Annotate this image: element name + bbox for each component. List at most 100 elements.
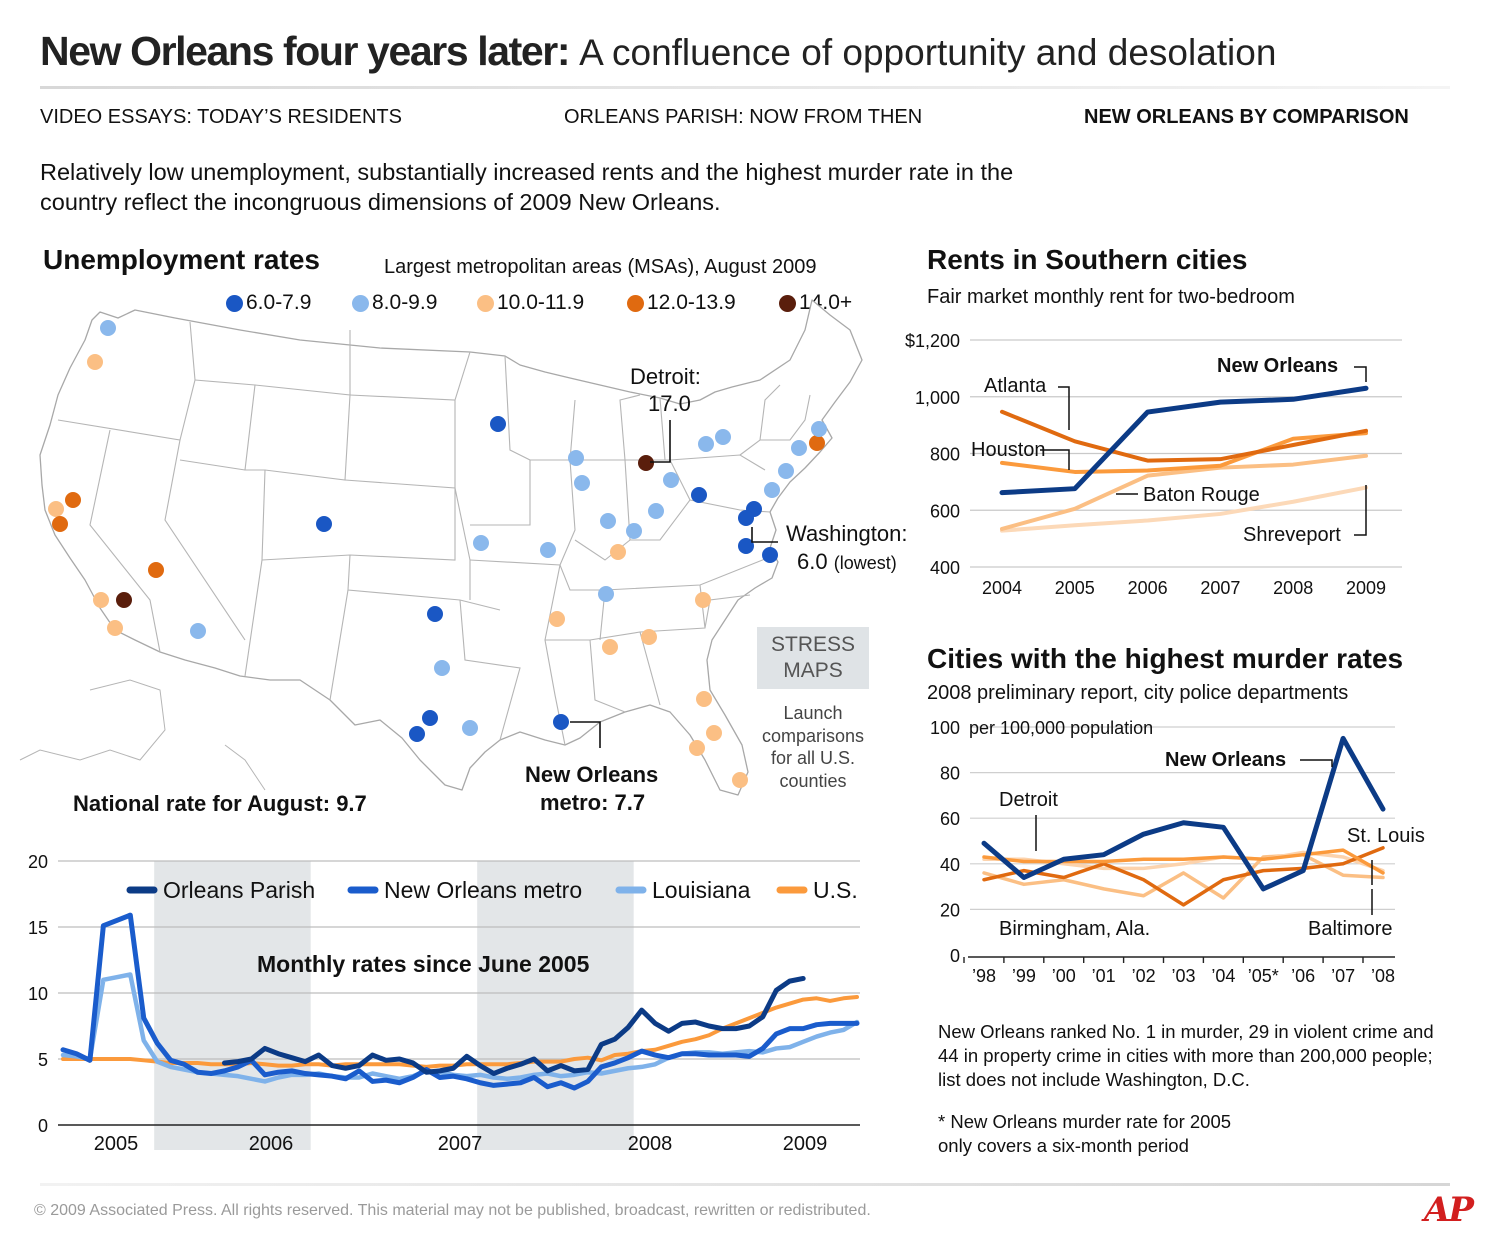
monthly-xtick: 2009 (783, 1133, 828, 1155)
murder-series-detroit (982, 848, 1385, 875)
monthly-legend-label: New Orleans metro (384, 877, 582, 903)
rents-xtick: 2006 (1128, 578, 1168, 598)
murder-xtick: ’05* (1248, 966, 1279, 986)
rents-lines (999, 385, 1369, 533)
map-marker (791, 440, 807, 456)
tab-orleans-parish[interactable]: ORLEANS PARISH: NOW FROM THEN (564, 106, 923, 128)
murder-ytick: 40 (940, 855, 960, 875)
detroit-label: Detroit: (630, 364, 701, 389)
tab-new-orleans-by-comparison[interactable]: NEW ORLEANS BY COMPARISON (1084, 106, 1409, 128)
map-markers (48, 320, 827, 788)
new-orleans-map-value: metro: 7.7 (540, 790, 646, 815)
murder-xtick: ’00 (1052, 966, 1076, 986)
monthly-xtick: 2008 (628, 1133, 673, 1155)
murder-note: New Orleans ranked No. 1 in murder, 29 i… (938, 1021, 1434, 1090)
map-marker (462, 720, 478, 736)
rents-series-new-orleans (999, 385, 1369, 496)
monthly-legend: Orleans Parish New Orleans metro Louisiana… (126, 877, 858, 903)
washington-label: Washington: (786, 521, 908, 546)
monthly-series-new-orleans-metro (60, 912, 860, 1091)
map-marker (490, 416, 506, 432)
map-marker (764, 482, 780, 498)
murder-callouts (1035, 759, 1373, 915)
intro-text: Relatively low unemployment, substantial… (40, 159, 1014, 215)
copyright: © 2009 Associated Press. All rights rese… (34, 1202, 871, 1219)
ap-logo: AP (1424, 1190, 1474, 1230)
murder-lines (981, 735, 1386, 907)
monthly-grid (58, 860, 860, 1126)
map-marker (148, 562, 164, 578)
map-marker (602, 639, 618, 655)
title-bold-text: New Orleans four years later: (40, 28, 570, 74)
map-marker (706, 725, 722, 741)
murder-unit: per 100,000 population (969, 718, 1154, 738)
rents-series-houston (1000, 431, 1368, 474)
legend-dot-icon (352, 294, 369, 312)
rents-xtick: 2005 (1055, 578, 1095, 598)
monthly-shaded-years (154, 861, 634, 1150)
map-marker (540, 542, 556, 558)
rents-label-baton-rouge: Baton Rouge (1143, 484, 1260, 506)
legend-band-10: 10.0-11.9 (477, 291, 584, 315)
map-marker (696, 691, 712, 707)
rents-series-atlanta (1000, 409, 1368, 463)
rents-grid (970, 339, 1402, 568)
murder-ytick: 80 (940, 764, 960, 784)
rents-ytick: $1,200 (905, 331, 960, 351)
map-subtitle: Largest metropolitan areas (MSAs), Augus… (384, 256, 817, 278)
map-marker (316, 516, 332, 532)
monthly-ytick: 15 (28, 918, 48, 938)
map-marker (638, 455, 654, 471)
title-divider (40, 86, 1450, 89)
monthly-lines (60, 912, 860, 1091)
us-map (19, 299, 863, 796)
map-marker (695, 592, 711, 608)
legend-band-8: 8.0-9.9 (352, 291, 437, 315)
new-orleans-map-label: New Orleans (525, 762, 659, 787)
map-marker (422, 710, 438, 726)
murder-ytick: 100 (930, 718, 960, 738)
murder-series-birmingham-ala (982, 852, 1385, 900)
callout-lines (570, 420, 778, 748)
murder-footnote: * New Orleans murder rate for 2005 only … (938, 1111, 1232, 1156)
rents-ytick: 600 (930, 501, 960, 521)
rents-series-baton-rouge (1000, 453, 1368, 531)
map-marker (689, 740, 705, 756)
monthly-legend-label: U.S. (813, 877, 858, 903)
map-marker (574, 475, 590, 491)
legend-dot-icon (477, 294, 494, 312)
launch-comparisons-link[interactable]: Launch comparisons for all U.S. counties (761, 703, 865, 791)
legend-dot-icon (779, 294, 796, 312)
map-marker (87, 354, 103, 370)
map-marker (553, 714, 569, 730)
stress-maps-button[interactable]: STRESS MAPS (757, 627, 869, 689)
murder-xtick: ’07 (1331, 966, 1355, 986)
murder-ytick: 0 (950, 946, 960, 966)
map-marker (600, 513, 616, 529)
map-marker (107, 620, 123, 636)
legend-label: 12.0-13.9 (647, 291, 736, 314)
murder-label-new-orleans: New Orleans (1165, 749, 1287, 771)
monthly-chart-label: Monthly rates since June 2005 (257, 951, 590, 977)
map-marker (549, 611, 565, 627)
monthly-xtick: 2005 (94, 1133, 139, 1155)
map-marker (190, 623, 206, 639)
rents-ytick: 1,000 (915, 388, 960, 408)
map-marker (427, 606, 443, 622)
tab-video-essays[interactable]: VIDEO ESSAYS: TODAY’S RESIDENTS (40, 106, 402, 128)
map-marker (811, 421, 827, 437)
rents-xtick: 2007 (1200, 578, 1240, 598)
murder-xtick: ’08 (1371, 966, 1395, 986)
map-marker (648, 503, 664, 519)
legend-dot-icon (627, 294, 644, 312)
stress-line1: STRESS (770, 633, 856, 656)
map-marker (626, 523, 642, 539)
rents-ticks: 400 600 800 1,000 $1,200 2004 2005 2006 2007 2008… (905, 331, 1386, 598)
title-light-text: A confluence of opportunity and desolati… (579, 32, 1277, 73)
murder-grid (963, 726, 1395, 963)
detroit-value: 17.0 (648, 391, 691, 416)
monthly-ytick: 10 (28, 984, 48, 1004)
map-marker (93, 592, 109, 608)
rents-series-shreveport (1000, 485, 1368, 533)
murder-label-st-louis: St. Louis (1347, 825, 1425, 847)
